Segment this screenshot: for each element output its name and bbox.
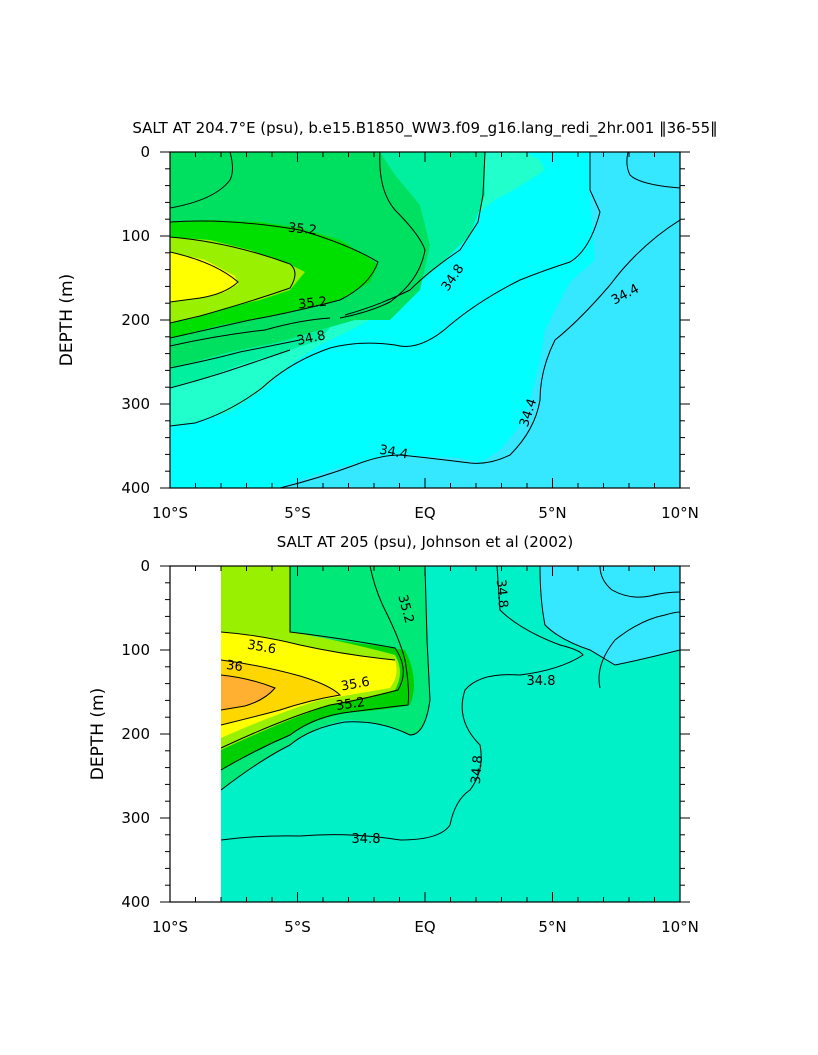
x-tick-label: 10°S: [152, 918, 188, 936]
fill-below-34.6: [539, 566, 680, 665]
contour-label: 34.4: [378, 443, 409, 463]
fill-35.6-35.8: [170, 237, 305, 323]
contour-label: 36: [225, 658, 243, 675]
contour-label: 34.8: [352, 832, 381, 847]
contour-line: [599, 566, 680, 598]
contour-line: [339, 152, 426, 319]
contour-line: [170, 349, 291, 389]
contour-label: 35.2: [297, 295, 327, 313]
y-tick-label: 300: [121, 395, 150, 413]
contour-label: 35.2: [335, 695, 366, 714]
fill-36-max: [221, 675, 275, 710]
x-tick-label: 5°S: [284, 918, 311, 936]
contour-line: [170, 220, 379, 339]
panel-b-contour-labels: 35.2 35.6 36 35.6 35.2 34.8 34.8 34.8 34…: [225, 579, 555, 847]
x-tick-label: EQ: [414, 504, 435, 522]
contour-label: 35.6: [246, 638, 277, 658]
contour-line: [598, 611, 680, 689]
panel-b-axes: 10°S 5°S EQ 5°N 10°N 0 100 200 300 400: [121, 557, 699, 936]
x-tick-label: 5°S: [284, 504, 311, 522]
contour-line: [220, 659, 342, 726]
contour-line: [220, 566, 404, 749]
contour-line: [170, 339, 301, 369]
panel-b-ylabel: DEPTH (m): [88, 688, 108, 780]
contour-line: [170, 251, 239, 303]
contour-line: [220, 674, 276, 711]
contour-label: 34.8: [296, 328, 327, 349]
panel-a-fill: [170, 152, 680, 488]
panel-a-axes: 10°S 5°S EQ 5°N 10°N 0 100 200 300 400: [121, 143, 699, 522]
panel-b-fill: [221, 566, 680, 902]
contour-label: 34.8: [493, 579, 510, 609]
panel-a-title: SALT AT 204.7°E (psu), b.e15.B1850_WW3.f…: [132, 119, 717, 138]
x-tick-label: 10°S: [152, 504, 188, 522]
contour-line: [170, 317, 331, 347]
contour-line: [220, 566, 410, 771]
contour-line: [220, 631, 396, 661]
y-tick-label: 300: [121, 809, 150, 827]
x-tick-label: EQ: [414, 918, 435, 936]
contour-line: [539, 566, 680, 666]
panel-obs: SALT AT 205 (psu), Johnson et al (2002) …: [88, 533, 699, 936]
contour-line: [170, 152, 233, 209]
y-tick-label: 200: [121, 311, 150, 329]
x-tick-label: 5°N: [538, 504, 566, 522]
x-tick-label: 10°N: [661, 504, 699, 522]
contour-line: [279, 219, 680, 488]
contour-line: [626, 152, 680, 189]
y-tick-label: 400: [121, 893, 150, 911]
panel-model: SALT AT 204.7°E (psu), b.e15.B1850_WW3.f…: [57, 119, 718, 522]
contour-line: [344, 152, 486, 316]
x-tick-label: 10°N: [661, 918, 699, 936]
fill-35.8-36.0: [221, 660, 340, 725]
contour-label: 34.8: [527, 674, 556, 689]
panel-b-contours: [220, 566, 680, 841]
contour-line: [170, 152, 601, 427]
contour-line: [170, 236, 296, 324]
y-tick-label: 100: [121, 227, 150, 245]
fill-35.8-max: [170, 252, 238, 302]
contour-line: [220, 566, 584, 841]
panel-a-ylabel: DEPTH (m): [57, 274, 77, 366]
contour-label: 35.2: [394, 593, 416, 625]
contour-label: 35.2: [287, 221, 317, 239]
y-tick-label: 200: [121, 725, 150, 743]
y-tick-label: 100: [121, 641, 150, 659]
y-tick-label: 0: [140, 143, 150, 161]
contour-label: 34.8: [469, 755, 486, 785]
panel-a-contours: [170, 152, 680, 488]
contour-label: 35.6: [340, 675, 371, 695]
x-tick-label: 5°N: [538, 918, 566, 936]
y-tick-label: 400: [121, 479, 150, 497]
contour-line: [220, 566, 431, 791]
panel-b-title: SALT AT 205 (psu), Johnson et al (2002): [277, 533, 574, 551]
y-tick-label: 0: [140, 557, 150, 575]
